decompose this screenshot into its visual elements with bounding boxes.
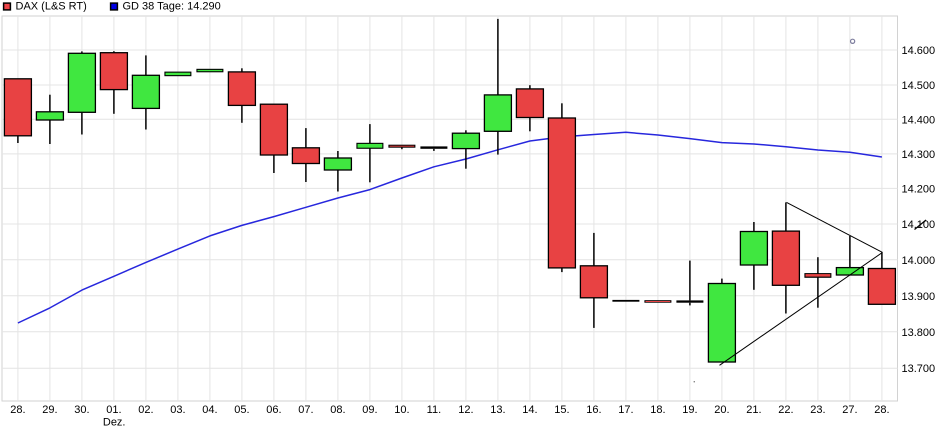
svg-text:17.: 17. [618,404,633,416]
svg-text:18.: 18. [650,404,665,416]
svg-text:02.: 02. [138,404,153,416]
svg-text:13.: 13. [490,404,505,416]
svg-text:28.: 28. [10,404,25,416]
svg-text:01.: 01. [106,404,121,416]
svg-text:21.: 21. [746,404,761,416]
svg-text:30.: 30. [74,404,89,416]
svg-text:16.: 16. [586,404,601,416]
svg-text:23.: 23. [810,404,825,416]
svg-text:22.: 22. [778,404,793,416]
svg-text:27.: 27. [842,404,857,416]
svg-text:08.: 08. [330,404,345,416]
svg-text:05.: 05. [234,404,249,416]
svg-text:DAX (L&S RT): DAX (L&S RT) [16,1,87,13]
svg-text:28.: 28. [874,404,889,416]
svg-text:12.: 12. [458,404,473,416]
svg-text:11.: 11. [427,404,441,416]
svg-text:09.: 09. [362,404,377,416]
svg-text:14.200: 14.200 [902,183,936,195]
svg-text:14.000: 14.000 [902,255,936,267]
svg-text:03.: 03. [170,404,185,416]
svg-text:04.: 04. [202,404,217,416]
svg-text:14.400: 14.400 [902,114,936,126]
svg-text:14.500: 14.500 [902,80,936,92]
svg-text:13.700: 13.700 [902,363,936,375]
svg-text:13.900: 13.900 [902,291,936,303]
svg-text:14.100: 14.100 [902,219,936,231]
svg-text:14.600: 14.600 [902,45,936,57]
svg-text:14.: 14. [522,404,537,416]
svg-text:06.: 06. [266,404,281,416]
svg-text:07.: 07. [298,404,313,416]
svg-text:19.: 19. [682,404,697,416]
svg-text:GD 38 Tage: 14.290: GD 38 Tage: 14.290 [123,1,221,13]
svg-text:14.300: 14.300 [902,149,936,161]
svg-text:10.: 10. [394,404,409,416]
svg-text:20.: 20. [714,404,729,416]
svg-text:15.: 15. [554,404,569,416]
svg-text:29.: 29. [42,404,57,416]
svg-text:Dez.: Dez. [103,416,126,428]
svg-text:13.800: 13.800 [902,327,936,339]
